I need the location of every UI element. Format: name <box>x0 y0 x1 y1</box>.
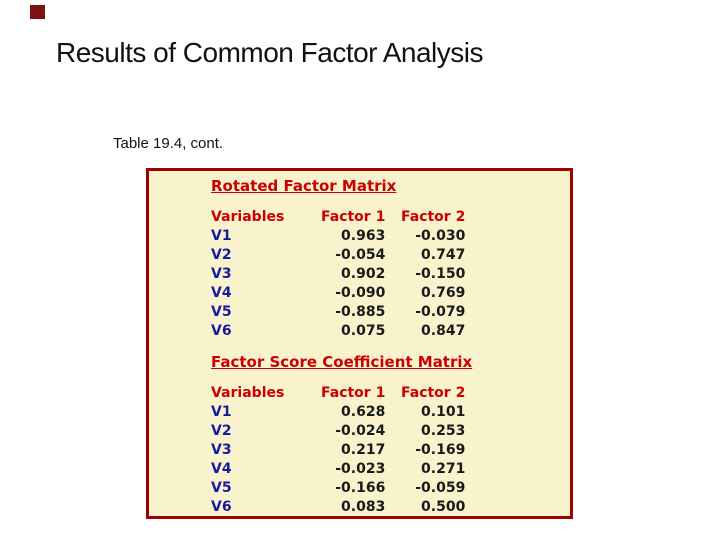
variable-label: V3 <box>211 442 232 458</box>
factor1-value: 0.963 <box>341 228 386 244</box>
table-row: V5 -0.885 -0.079 <box>211 303 465 322</box>
factor1-value: 0.902 <box>341 266 386 282</box>
column-header-factor2: Factor 2 <box>401 385 466 401</box>
variable-label: V6 <box>211 499 232 515</box>
factor1-value: 0.075 <box>341 323 386 339</box>
column-header-variables: Variables <box>211 385 285 401</box>
variable-label: V6 <box>211 323 232 339</box>
variable-label: V3 <box>211 266 232 282</box>
table-row: V6 0.075 0.847 <box>211 322 465 341</box>
column-header-factor1: Factor 1 <box>321 385 386 401</box>
variable-label: V4 <box>211 285 232 301</box>
factor1-value: 0.217 <box>341 442 386 458</box>
factor-score-coefficient-matrix-section: Factor Score Coefficient Matrix Variable… <box>211 353 570 516</box>
variable-label: V4 <box>211 461 232 477</box>
factor1-value: -0.023 <box>335 461 386 477</box>
table-caption: Table 19.4, cont. <box>113 135 224 152</box>
factor2-value: 0.747 <box>421 247 466 263</box>
factor-analysis-results-box: Rotated Factor Matrix Variables Factor 1… <box>146 168 573 519</box>
table-row: V1 0.963 -0.030 <box>211 227 465 246</box>
factor2-value: -0.030 <box>415 228 466 244</box>
table-header-row: Variables Factor 1 Factor 2 <box>211 384 465 403</box>
factor2-value: 0.769 <box>421 285 466 301</box>
factor1-value: -0.054 <box>335 247 386 263</box>
variable-label: V2 <box>211 247 232 263</box>
factor2-value: 0.847 <box>421 323 466 339</box>
variable-label: V1 <box>211 404 232 420</box>
rotated-factor-matrix-table: Variables Factor 1 Factor 2 V1 0.963 -0.… <box>211 208 465 341</box>
factor2-value: -0.059 <box>415 480 466 496</box>
factor1-value: -0.024 <box>335 423 386 439</box>
slide-title: Results of Common Factor Analysis <box>56 37 484 68</box>
table-row: V4 -0.023 0.271 <box>211 460 465 479</box>
factor1-value: 0.083 <box>341 499 386 515</box>
table-row: V3 0.217 -0.169 <box>211 441 465 460</box>
variable-label: V5 <box>211 304 232 320</box>
table-row: V5 -0.166 -0.059 <box>211 479 465 498</box>
column-header-factor2: Factor 2 <box>401 209 466 225</box>
variable-label: V1 <box>211 228 232 244</box>
factor1-value: -0.090 <box>335 285 386 301</box>
factor1-value: 0.628 <box>341 404 386 420</box>
table-row: V1 0.628 0.101 <box>211 403 465 422</box>
factor2-value: 0.253 <box>421 423 466 439</box>
column-header-variables: Variables <box>211 209 285 225</box>
table-row: V6 0.083 0.500 <box>211 498 466 516</box>
variable-label: V5 <box>211 480 232 496</box>
section-heading-rotated-factor-matrix: Rotated Factor Matrix <box>211 177 397 195</box>
table-row: V3 0.902 -0.150 <box>211 265 465 284</box>
table-row: V2 -0.054 0.747 <box>211 246 465 265</box>
factor2-value: 0.101 <box>421 404 466 420</box>
table-header-row: Variables Factor 1 Factor 2 <box>211 208 465 227</box>
slide-corner-accent <box>30 5 45 19</box>
column-header-factor1: Factor 1 <box>321 209 386 225</box>
factor2-value: 0.500 <box>421 499 466 515</box>
variable-label: V2 <box>211 423 232 439</box>
rotated-factor-matrix-section: Rotated Factor Matrix Variables Factor 1… <box>211 177 570 341</box>
factor2-value: -0.150 <box>415 266 466 282</box>
factor-score-coefficient-matrix-table: Variables Factor 1 Factor 2 V1 0.628 0.1… <box>211 384 466 516</box>
factor2-value: 0.271 <box>421 461 466 477</box>
section-heading-factor-score-coefficient-matrix: Factor Score Coefficient Matrix <box>211 353 473 371</box>
factor2-value: -0.079 <box>415 304 466 320</box>
factor1-value: -0.885 <box>335 304 386 320</box>
table-row: V4 -0.090 0.769 <box>211 284 465 303</box>
factor2-value: -0.169 <box>415 442 466 458</box>
table-row: V2 -0.024 0.253 <box>211 422 465 441</box>
factor1-value: -0.166 <box>335 480 386 496</box>
